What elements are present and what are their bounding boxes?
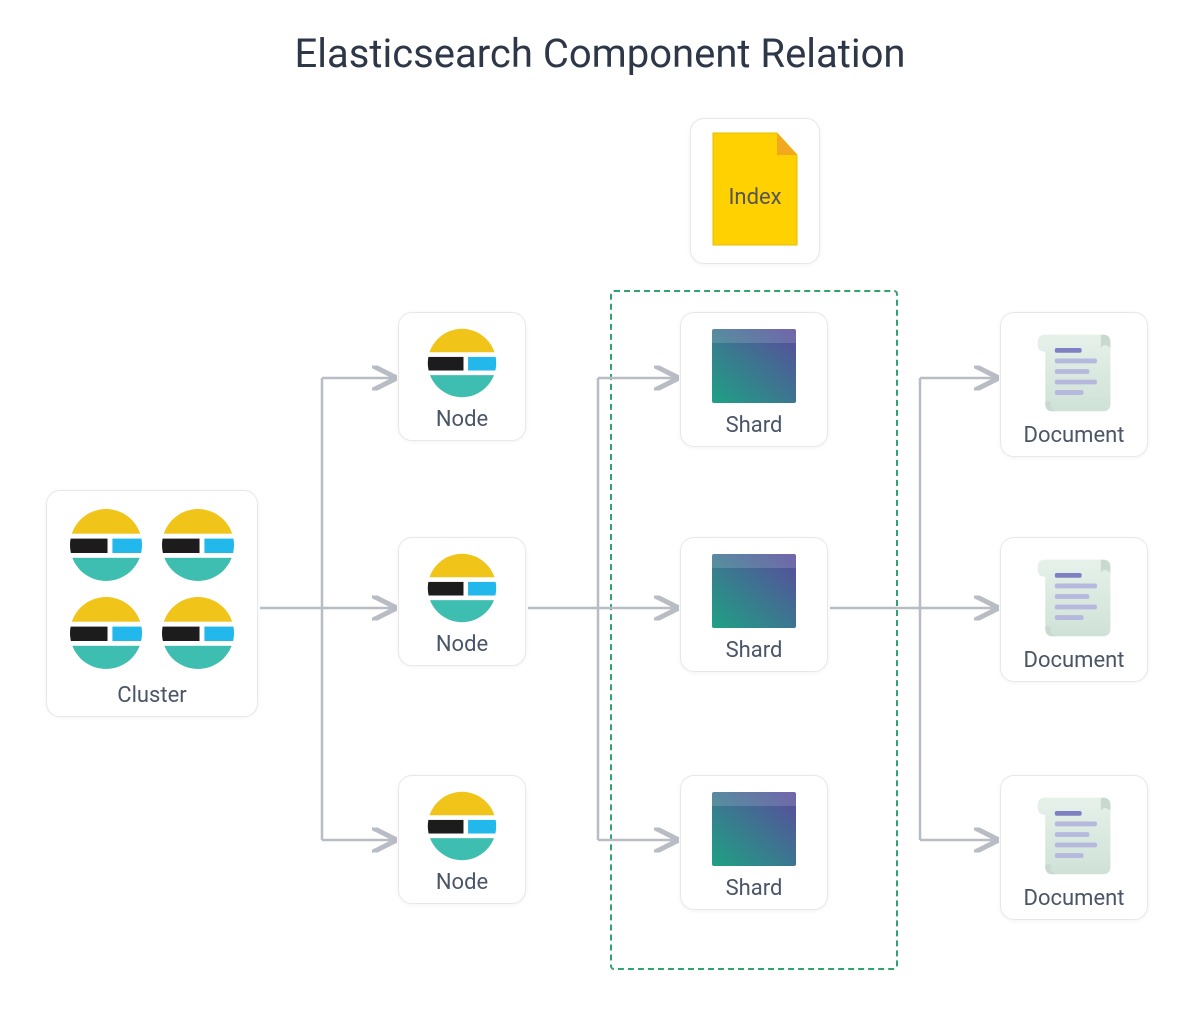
node-label: Node: [436, 407, 488, 432]
document-icon: [1028, 788, 1120, 880]
document-label: Document: [1024, 423, 1125, 448]
node-card: Node: [398, 775, 526, 904]
document-card: Document: [1000, 312, 1148, 457]
elastic-logo-icon: [424, 788, 500, 864]
shard-icon: [708, 788, 800, 870]
elastic-logo-icon: [66, 505, 146, 585]
index-card: Index: [690, 118, 820, 264]
shard-card: Shard: [680, 537, 828, 672]
shard-label: Shard: [726, 876, 783, 901]
shard-label: Shard: [726, 638, 783, 663]
shard-icon: [708, 325, 800, 407]
node-card: Node: [398, 312, 526, 441]
cluster-card: Cluster: [46, 490, 258, 717]
elastic-logo-icon: [424, 325, 500, 401]
index-label: Index: [705, 185, 805, 210]
elastic-logo-icon: [424, 550, 500, 626]
shard-card: Shard: [680, 775, 828, 910]
shard-label: Shard: [726, 413, 783, 438]
document-icon: [1028, 550, 1120, 642]
document-card: Document: [1000, 775, 1148, 920]
shard-icon: [708, 550, 800, 632]
cluster-logo-grid: [66, 505, 238, 677]
node-label: Node: [436, 870, 488, 895]
cluster-label: Cluster: [117, 683, 186, 708]
elastic-logo-icon: [66, 593, 146, 673]
document-icon: [1028, 325, 1120, 417]
node-card: Node: [398, 537, 526, 666]
shard-card: Shard: [680, 312, 828, 447]
document-label: Document: [1024, 648, 1125, 673]
elastic-logo-icon: [158, 505, 238, 585]
elastic-logo-icon: [158, 593, 238, 673]
node-label: Node: [436, 632, 488, 657]
document-card: Document: [1000, 537, 1148, 682]
document-label: Document: [1024, 886, 1125, 911]
